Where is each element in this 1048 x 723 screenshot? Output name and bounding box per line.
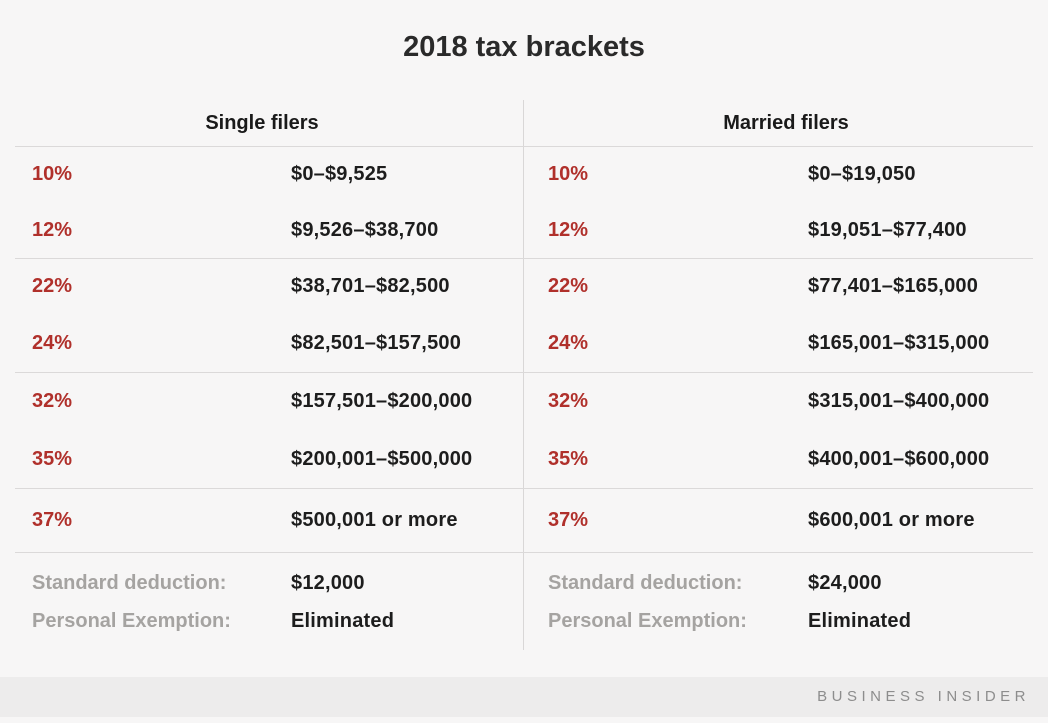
standard-deduction-row: Standard deduction: $12,000 Standard ded… [0,564,1048,602]
income-range: $600,001 or more [808,508,975,531]
column-header-married: Married filers [723,112,849,134]
income-range: $0–$19,050 [808,162,916,185]
standard-deduction-value: $24,000 [808,571,882,594]
married-bracket-cell: 12% $19,051–$77,400 [524,219,1048,242]
tax-rate: 10% [32,162,73,185]
tax-rate: 37% [548,508,589,531]
deductions-section: Standard deduction: $12,000 Standard ded… [0,552,1048,650]
single-bracket-cell: 10% $0–$9,525 [0,163,524,186]
income-range: $157,501–$200,000 [291,389,473,412]
bracket-row-24: 24% $82,501–$157,500 24% $165,001–$315,0… [0,315,1048,372]
tax-rate: 12% [548,218,589,241]
tax-rate: 12% [32,218,73,241]
married-bracket-cell: 35% $400,001–$600,000 [524,448,1048,471]
bracket-row-37: 37% $500,001 or more 37% $600,001 or mor… [0,488,1048,552]
personal-exemption-label: Personal Exemption: [548,609,747,632]
standard-deduction-label: Standard deduction: [32,571,227,594]
column-header-single: Single filers [205,112,319,134]
standard-deduction-label: Standard deduction: [548,571,743,594]
personal-exemption-label: Personal Exemption: [32,609,231,632]
bracket-group-3: 32% $157,501–$200,000 32% $315,001–$400,… [0,372,1048,488]
income-range: $400,001–$600,000 [808,447,990,470]
single-bracket-cell: 35% $200,001–$500,000 [0,448,524,471]
income-range: $38,701–$82,500 [291,275,450,297]
tax-rate: 35% [548,447,589,470]
tax-rate: 24% [548,332,589,354]
personal-exemption-row: Personal Exemption: Eliminated Personal … [0,602,1048,640]
single-bracket-cell: 37% $500,001 or more [0,509,524,532]
single-bracket-cell: 12% $9,526–$38,700 [0,219,524,242]
page-title: 2018 tax brackets [403,31,645,63]
single-bracket-cell: 22% $38,701–$82,500 [0,275,524,298]
tax-brackets-table: Single filers Married filers 10% $0–$9,5… [0,100,1048,650]
bracket-group-4: 37% $500,001 or more 37% $600,001 or mor… [0,488,1048,552]
tax-rate: 24% [32,332,73,354]
personal-exemption-value: Eliminated [808,609,912,632]
income-range: $0–$9,525 [291,162,388,185]
personal-exemption-value: Eliminated [291,609,395,632]
married-bracket-cell: 22% $77,401–$165,000 [524,275,1048,298]
single-exemption-cell: Personal Exemption: Eliminated [0,610,524,633]
married-deduction-cell: Standard deduction: $24,000 [524,572,1048,595]
tax-rate: 22% [548,275,589,297]
tax-rate: 10% [548,162,589,185]
tax-rate: 37% [32,508,73,531]
single-bracket-cell: 32% $157,501–$200,000 [0,390,524,413]
column-divider [523,100,524,650]
income-range: $200,001–$500,000 [291,447,473,470]
married-exemption-cell: Personal Exemption: Eliminated [524,610,1048,633]
income-range: $82,501–$157,500 [291,332,462,354]
income-range: $9,526–$38,700 [291,218,439,241]
single-deduction-cell: Standard deduction: $12,000 [0,572,524,595]
bracket-row-12: 12% $9,526–$38,700 12% $19,051–$77,400 [0,202,1048,258]
business-insider-logo: BUSINESS INSIDER [817,688,1030,705]
bracket-row-22: 22% $38,701–$82,500 22% $77,401–$165,000 [0,258,1048,315]
standard-deduction-value: $12,000 [291,571,365,594]
married-bracket-cell: 37% $600,001 or more [524,509,1048,532]
income-range: $315,001–$400,000 [808,389,990,412]
income-range: $19,051–$77,400 [808,218,967,241]
income-range: $165,001–$315,000 [808,332,990,354]
bracket-group-1: 10% $0–$9,525 10% $0–$19,050 12% $9,526–… [0,146,1048,258]
bracket-group-2: 22% $38,701–$82,500 22% $77,401–$165,000… [0,258,1048,372]
table-header-row: Single filers Married filers [0,100,1048,146]
married-bracket-cell: 10% $0–$19,050 [524,163,1048,186]
income-range: $77,401–$165,000 [808,275,979,297]
tax-rate: 32% [32,389,73,412]
bracket-row-10: 10% $0–$9,525 10% $0–$19,050 [0,146,1048,202]
tax-rate: 35% [32,447,73,470]
married-bracket-cell: 32% $315,001–$400,000 [524,390,1048,413]
bracket-row-35: 35% $200,001–$500,000 35% $400,001–$600,… [0,430,1048,488]
single-bracket-cell: 24% $82,501–$157,500 [0,332,524,355]
married-bracket-cell: 24% $165,001–$315,000 [524,332,1048,355]
tax-rate: 22% [32,275,73,297]
footer-bar: BUSINESS INSIDER [0,677,1048,717]
bracket-row-32: 32% $157,501–$200,000 32% $315,001–$400,… [0,372,1048,430]
income-range: $500,001 or more [291,508,458,531]
tax-rate: 32% [548,389,589,412]
